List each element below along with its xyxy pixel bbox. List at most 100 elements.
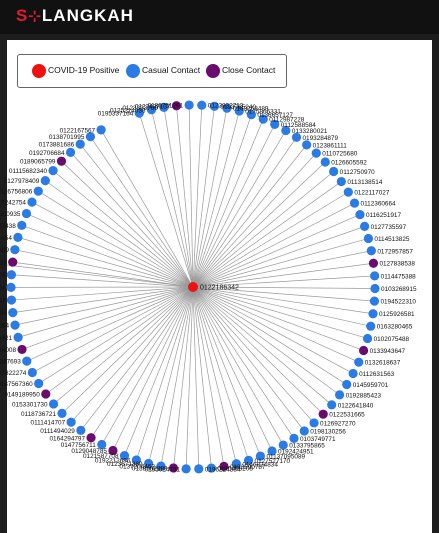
casual-contact-node[interactable] <box>369 296 380 306</box>
close-contact-node[interactable] <box>56 156 67 166</box>
casual-contact-node[interactable] <box>159 102 169 112</box>
casual-contact-node[interactable] <box>65 147 76 157</box>
close-contact-node[interactable] <box>108 445 118 456</box>
casual-contact-node[interactable] <box>57 408 67 418</box>
casual-contact-node[interactable] <box>8 308 18 318</box>
casual-contact-node[interactable] <box>85 132 96 142</box>
casual-contact-node[interactable] <box>75 139 85 149</box>
casual-contact-node[interactable] <box>13 232 23 242</box>
casual-contact-node[interactable] <box>231 459 241 469</box>
close-contact-node[interactable] <box>17 344 27 355</box>
casual-contact-node[interactable] <box>355 209 365 220</box>
casual-contact-node[interactable] <box>131 455 142 465</box>
casual-contact-node[interactable] <box>6 295 17 305</box>
contact-node-label: 0138701995 <box>49 134 85 141</box>
casual-contact-node[interactable] <box>368 309 378 319</box>
casual-contact-node[interactable] <box>342 379 352 390</box>
casual-contact-node[interactable] <box>13 332 23 342</box>
contact-node-label: 0121587708 <box>83 453 119 460</box>
casual-contact-node[interactable] <box>146 105 157 115</box>
casual-contact-node[interactable] <box>209 101 220 111</box>
casual-contact-node[interactable] <box>10 245 20 255</box>
casual-contact-node[interactable] <box>143 458 154 469</box>
casual-contact-node[interactable] <box>194 464 204 474</box>
casual-contact-node[interactable] <box>21 208 32 219</box>
casual-contact-node[interactable] <box>34 378 44 389</box>
casual-contact-node[interactable] <box>97 439 107 450</box>
casual-contact-node[interactable] <box>309 418 319 428</box>
casual-contact-node[interactable] <box>246 110 256 120</box>
casual-contact-node[interactable] <box>320 157 330 167</box>
casual-contact-node[interactable] <box>255 451 266 461</box>
casual-contact-node[interactable] <box>291 132 302 142</box>
casual-contact-node[interactable] <box>258 114 268 124</box>
casual-contact-node[interactable] <box>302 140 312 150</box>
casual-contact-node[interactable] <box>311 148 321 158</box>
close-contact-node[interactable] <box>86 433 96 443</box>
casual-contact-node[interactable] <box>360 221 370 231</box>
casual-contact-node[interactable] <box>40 176 50 186</box>
casual-contact-node[interactable] <box>243 455 254 465</box>
casual-contact-node[interactable] <box>289 433 299 443</box>
contact-node-label: 0145959701 <box>353 382 389 389</box>
casual-contact-node[interactable] <box>6 270 17 280</box>
casual-contact-node[interactable] <box>184 100 194 110</box>
casual-contact-node[interactable] <box>281 125 291 136</box>
casual-contact-node[interactable] <box>222 103 232 113</box>
casual-contact-node[interactable] <box>366 321 376 331</box>
close-contact-node[interactable] <box>358 345 369 356</box>
casual-contact-node[interactable] <box>370 271 380 281</box>
casual-contact-node[interactable] <box>33 186 43 196</box>
casual-contact-node[interactable] <box>48 166 58 176</box>
casual-contact-node[interactable] <box>6 282 16 292</box>
casual-contact-node[interactable] <box>270 119 280 129</box>
casual-contact-node[interactable] <box>349 198 360 208</box>
contact-edge <box>192 262 374 288</box>
contact-node-label: 0123822713 <box>208 103 244 110</box>
close-contact-node[interactable] <box>41 389 51 399</box>
casual-contact-node[interactable] <box>343 187 353 197</box>
casual-contact-node[interactable] <box>206 463 217 473</box>
close-contact-node[interactable] <box>318 409 328 419</box>
casual-contact-node[interactable] <box>156 461 166 471</box>
casual-contact-node[interactable] <box>234 106 244 116</box>
casual-contact-node[interactable] <box>27 367 37 378</box>
casual-contact-node[interactable] <box>76 425 86 435</box>
contact-edge <box>12 286 194 313</box>
casual-contact-node[interactable] <box>329 166 339 177</box>
casual-contact-node[interactable] <box>354 357 364 367</box>
app-logo[interactable]: S⊹LANGKAH <box>16 6 134 26</box>
casual-contact-node[interactable] <box>48 399 59 409</box>
casual-contact-node[interactable] <box>96 125 106 135</box>
contact-edge <box>192 286 261 457</box>
casual-contact-node[interactable] <box>197 100 207 110</box>
casual-contact-node[interactable] <box>278 440 288 450</box>
casual-contact-node[interactable] <box>362 333 373 344</box>
contact-node-label: 0136657127 <box>257 112 293 119</box>
close-contact-node[interactable] <box>219 461 229 471</box>
casual-contact-node[interactable] <box>336 176 346 187</box>
casual-contact-node[interactable] <box>366 246 376 256</box>
casual-contact-node[interactable] <box>348 368 358 379</box>
casual-contact-node[interactable] <box>66 417 76 427</box>
close-contact-node[interactable] <box>168 463 179 473</box>
casual-contact-node[interactable] <box>327 400 337 410</box>
close-contact-node[interactable] <box>8 257 18 267</box>
casual-contact-node[interactable] <box>181 464 191 474</box>
casual-contact-node[interactable] <box>17 220 27 230</box>
casual-contact-node[interactable] <box>363 233 374 244</box>
casual-contact-node[interactable] <box>27 197 37 207</box>
casual-contact-node[interactable] <box>299 426 309 436</box>
casual-contact-node[interactable] <box>22 356 32 366</box>
contact-node-label: 0123242754 <box>0 200 26 207</box>
casual-contact-node[interactable] <box>370 283 380 294</box>
casual-contact-node[interactable] <box>267 446 277 456</box>
casual-contact-node[interactable] <box>10 320 20 330</box>
close-contact-node[interactable] <box>368 258 379 268</box>
casual-contact-node[interactable] <box>134 108 144 118</box>
positive-case-node[interactable] <box>188 282 198 292</box>
close-contact-node[interactable] <box>171 101 182 111</box>
casual-contact-node[interactable] <box>119 451 130 461</box>
casual-contact-node[interactable] <box>334 390 345 400</box>
